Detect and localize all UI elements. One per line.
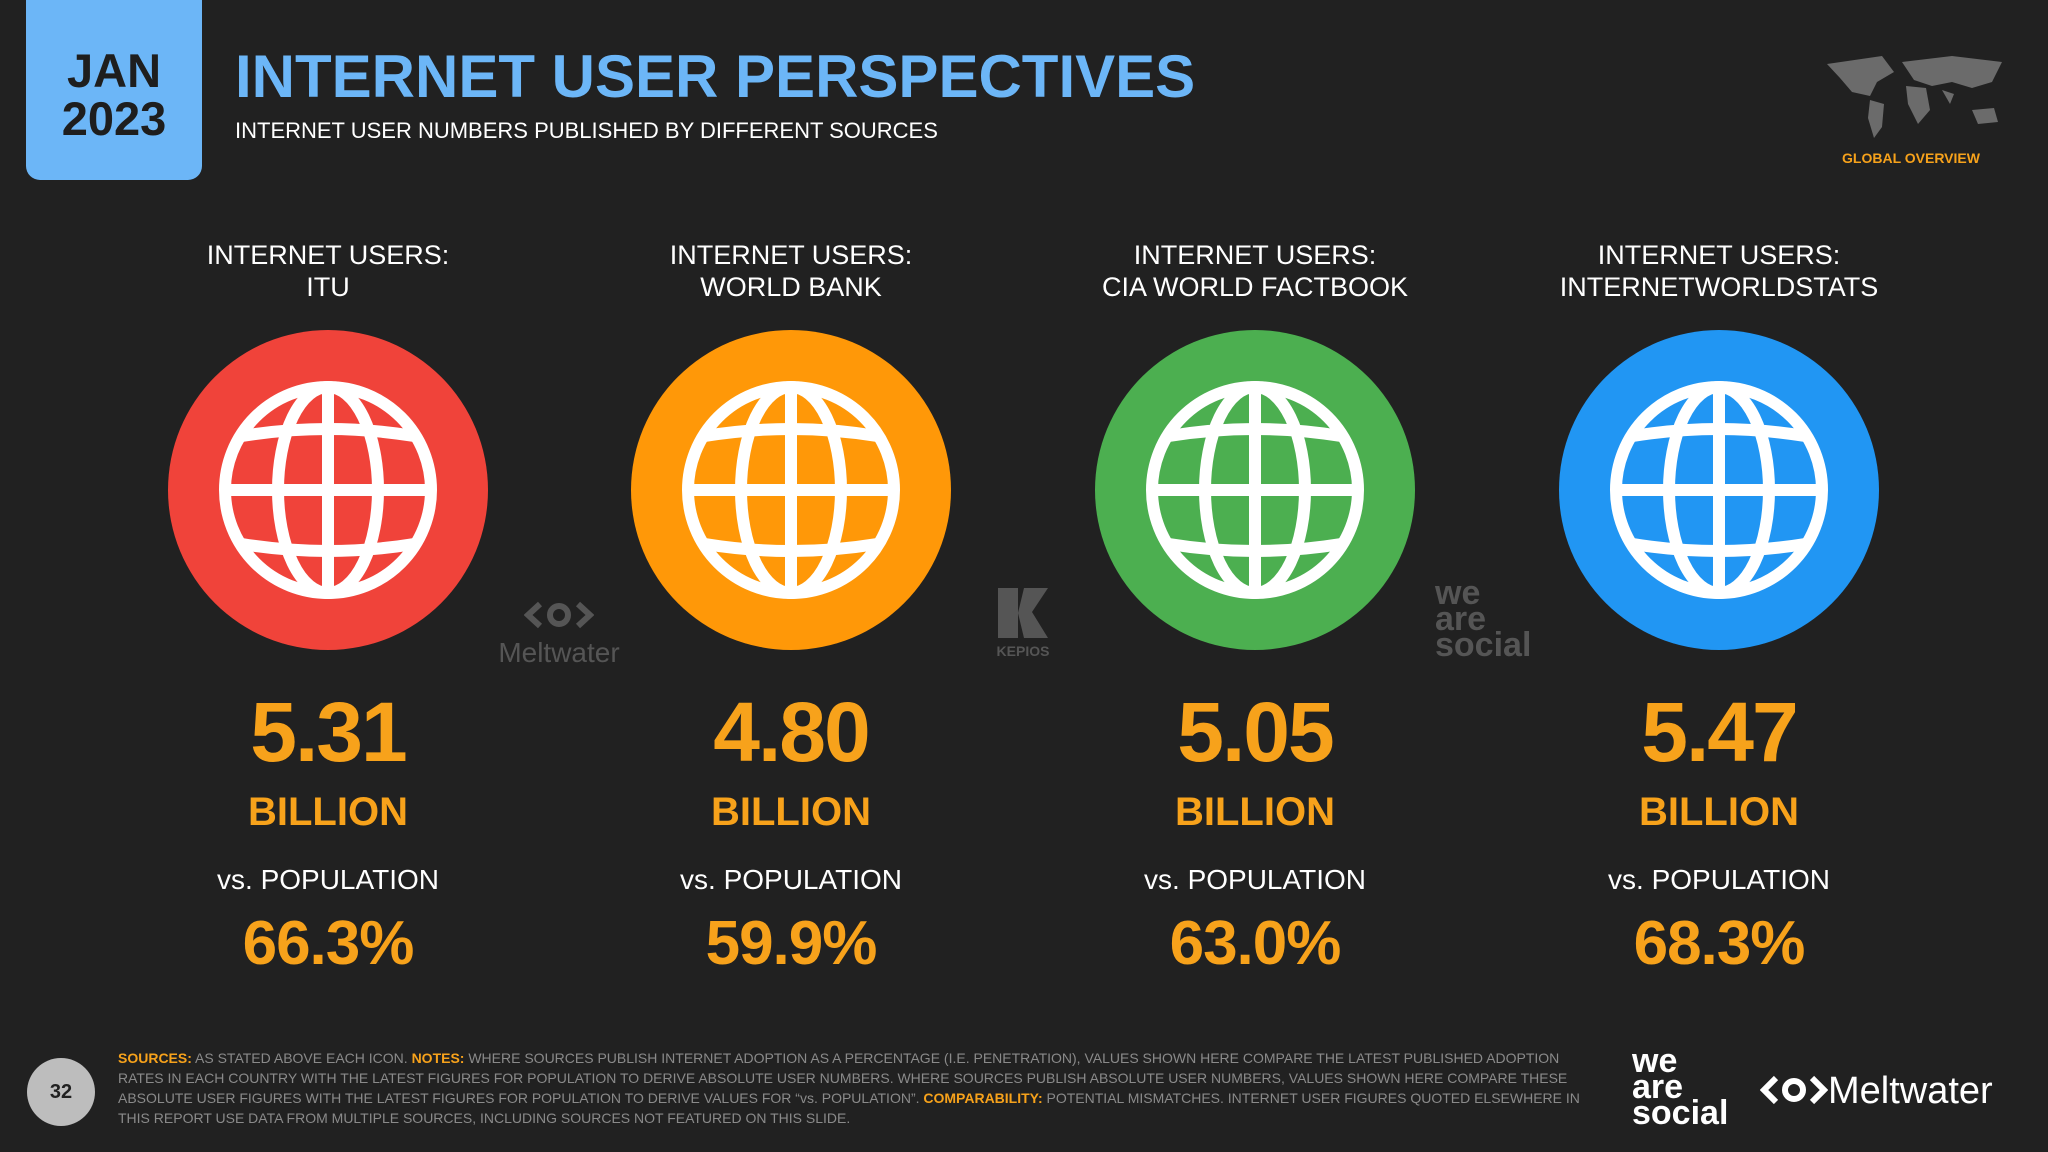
- logo-meltwater: Meltwater: [1759, 1070, 1993, 1113]
- page-number: 32: [27, 1058, 95, 1126]
- population-label: vs. POPULATION: [1144, 864, 1366, 895]
- globe-lines: [1146, 381, 1364, 599]
- globe-latitude: [241, 538, 415, 557]
- card-header: INTERNETWORLDSTATS: [1559, 272, 1879, 302]
- unit: BILLION: [1175, 790, 1335, 834]
- source-card: INTERNET USERS: ITU 5.31 BILLION vs. POPULAT…: [96, 0, 560, 1000]
- card-header: ITU: [306, 272, 350, 302]
- comparability-text: POTENTIAL MISMATCHES. INTERNET USER FIGU…: [118, 1090, 1580, 1126]
- card-header: INTERNET USERS:: [669, 240, 913, 270]
- watermark-line: we: [1435, 574, 1481, 612]
- globe-latitude: [1168, 423, 1342, 442]
- date-badge: JAN 2023: [26, 0, 202, 180]
- card-header: INTERNET USERS:: [206, 240, 450, 270]
- title: INTERNET USER PERSPECTIVES: [235, 43, 1196, 110]
- kepios-icon: [998, 588, 1048, 638]
- percentage: 66.3%: [242, 909, 415, 978]
- comparability-label: COMPARABILITY:: [923, 1090, 1043, 1106]
- globe-icon: [168, 330, 488, 650]
- world-map: [1827, 56, 2002, 138]
- globe-latitude: [704, 538, 878, 557]
- card-header: INTERNET USERS:: [1597, 240, 1841, 270]
- globe-icon: [1559, 330, 1879, 650]
- globe-latitude: [704, 423, 878, 442]
- user-value: 4.80: [713, 685, 871, 779]
- unit: BILLION: [711, 790, 871, 834]
- watermark-line: are: [1435, 600, 1487, 638]
- logo-line: we: [1632, 1042, 1678, 1080]
- globe-lines: [219, 381, 437, 599]
- globe-latitude: [241, 423, 415, 442]
- section-label: GLOBAL OVERVIEW: [1842, 150, 1980, 166]
- card-header: CIA WORLD FACTBOOK: [1101, 272, 1409, 302]
- source-card: INTERNET USERS: INTERNETWORLDSTATS 5.47 BIL…: [1487, 0, 1951, 1000]
- globe-latitude: [1632, 423, 1806, 442]
- date-year: 2023: [61, 92, 167, 145]
- globe-icon: [1095, 330, 1415, 650]
- logo-line: are: [1632, 1068, 1684, 1106]
- population-label: vs. POPULATION: [680, 864, 902, 895]
- globe-lines: [1610, 381, 1828, 599]
- logo-text: Meltwater: [1828, 1070, 1993, 1112]
- card-header: WORLD BANK: [700, 272, 882, 302]
- user-value: 5.05: [1177, 685, 1335, 779]
- globe-lines: [682, 381, 900, 599]
- watermark-we-are-social: we are social: [1435, 574, 1532, 664]
- percentage: 59.9%: [705, 909, 878, 978]
- meltwater-icon: [523, 601, 595, 629]
- unit: BILLION: [248, 790, 408, 834]
- user-value: 5.31: [250, 685, 408, 779]
- user-value: 5.47: [1641, 685, 1799, 779]
- percentage: 68.3%: [1633, 909, 1806, 978]
- watermark-text: Meltwater: [498, 637, 620, 668]
- sources-text: AS STATED ABOVE EACH ICON.: [195, 1050, 408, 1066]
- watermark-meltwater: Meltwater: [496, 600, 622, 669]
- card-header: INTERNET USERS:: [1133, 240, 1377, 270]
- population-label: vs. POPULATION: [1608, 864, 1830, 895]
- watermark-text: KEPIOS: [996, 643, 1050, 659]
- watermark-kepios: KEPIOS: [990, 586, 1056, 659]
- logo-line: social: [1632, 1094, 1729, 1132]
- globe-icon: [631, 330, 951, 650]
- globe-latitude: [1632, 538, 1806, 557]
- notes-label: NOTES:: [411, 1050, 465, 1066]
- source-card: INTERNET USERS: WORLD BANK 4.80 BILLION vs. …: [559, 0, 1023, 1000]
- watermark-line: social: [1435, 626, 1532, 664]
- source-card: INTERNET USERS: CIA WORLD FACTBOOK 5.05 BIL…: [1023, 0, 1487, 1000]
- unit: BILLION: [1639, 790, 1799, 834]
- population-label: vs. POPULATION: [217, 864, 439, 895]
- date-month: JAN: [66, 44, 162, 97]
- subtitle: INTERNET USER NUMBERS PUBLISHED BY DIFFE…: [235, 118, 938, 143]
- footnote: SOURCES: AS STATED ABOVE EACH ICON. NOTE…: [118, 1048, 1588, 1128]
- meltwater-icon: [1759, 1075, 1829, 1105]
- sources-label: SOURCES:: [118, 1050, 192, 1066]
- notes-text: WHERE SOURCES PUBLISH INTERNET ADOPTION …: [118, 1050, 1568, 1106]
- globe-latitude: [1168, 538, 1342, 557]
- logo-we-are-social: we are social: [1632, 1042, 1729, 1132]
- percentage: 63.0%: [1169, 909, 1342, 978]
